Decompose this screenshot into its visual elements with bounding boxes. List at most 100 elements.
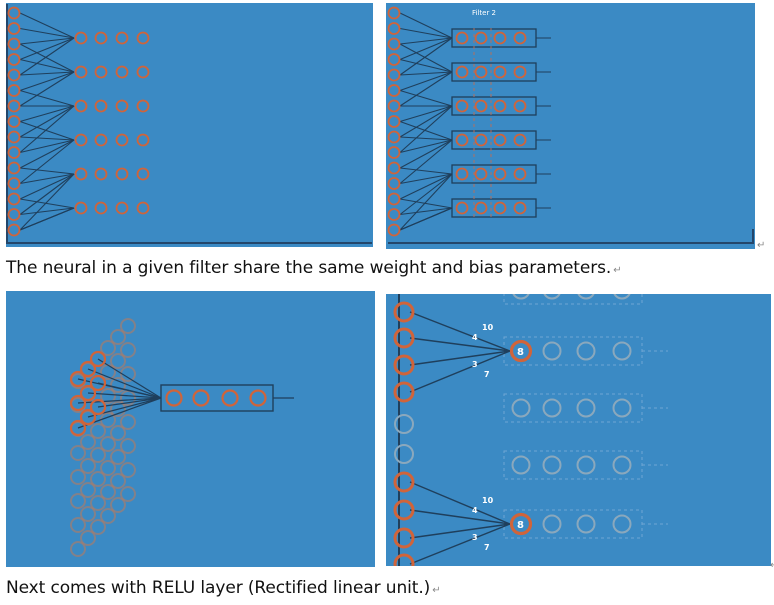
output-neuron	[576, 341, 596, 361]
connection-line	[399, 173, 453, 185]
weight-label: 4	[472, 333, 478, 342]
paragraph-mark: ↵	[757, 240, 766, 251]
faint-neuron	[110, 497, 126, 513]
faint-neuron	[70, 469, 86, 485]
hidden-neuron	[513, 65, 527, 79]
result-label: 8	[517, 347, 524, 358]
hidden-neuron	[136, 65, 150, 79]
caption-relu: Next comes with RELU layer (Rectified li…	[6, 578, 441, 598]
faint-neuron	[90, 423, 106, 439]
active-neuron	[79, 408, 97, 426]
connection-line	[399, 120, 453, 141]
connection-line	[19, 37, 75, 61]
connection-line	[87, 368, 162, 399]
faint-neuron	[90, 495, 106, 511]
input-neuron	[7, 53, 21, 66]
faint-neuron	[120, 342, 136, 358]
connection-line	[19, 136, 75, 141]
connection-line	[19, 173, 75, 185]
output-neuron	[612, 398, 632, 418]
input-neuron	[7, 146, 21, 159]
connection-line	[399, 167, 453, 175]
active-neuron	[89, 350, 107, 368]
active-neuron	[89, 374, 107, 392]
faint-neuron	[80, 458, 96, 474]
weighted-connection	[409, 350, 511, 393]
faint-neuron	[100, 340, 116, 356]
weight-label: 3	[472, 533, 478, 542]
hidden-neuron	[136, 167, 150, 181]
filter-box	[160, 384, 274, 412]
hidden-neuron	[493, 167, 507, 181]
hidden-neuron	[493, 31, 507, 45]
weighted-connection	[409, 481, 511, 525]
connection-line	[19, 173, 75, 215]
connection-line	[19, 89, 75, 107]
connection-line	[399, 173, 453, 215]
filter-box	[503, 393, 643, 423]
input-neuron	[393, 301, 415, 323]
connection-line	[19, 139, 75, 184]
input-neuron	[394, 444, 414, 464]
hidden-neuron	[493, 133, 507, 147]
hidden-neuron	[455, 201, 469, 215]
faint-neuron	[110, 401, 126, 417]
output-neuron	[612, 455, 632, 475]
faint-neuron	[110, 473, 126, 489]
hidden-neuron	[115, 167, 129, 181]
paragraph-mark: ↵	[613, 265, 622, 276]
frame	[388, 229, 754, 244]
result-neuron	[509, 339, 533, 363]
connection-line	[19, 120, 75, 141]
connection-line	[19, 71, 75, 107]
output-neuron	[512, 294, 530, 300]
connection-line	[19, 105, 75, 138]
connection-line	[399, 207, 453, 216]
input-neuron	[7, 161, 21, 175]
connection-line	[399, 71, 453, 107]
active-neuron	[79, 360, 97, 378]
faint-neuron	[90, 471, 106, 487]
input-neuron	[394, 414, 414, 434]
faint-neuron	[110, 425, 126, 441]
connection-line	[19, 27, 75, 39]
hidden-neuron	[74, 167, 88, 181]
connection-line	[19, 173, 75, 200]
input-neuron	[387, 37, 401, 51]
connection-line	[19, 43, 75, 73]
network-diagram: Filter 2	[387, 6, 754, 244]
connection-line	[399, 207, 453, 231]
connection-line	[97, 397, 162, 408]
hidden-neuron	[474, 167, 488, 181]
input-neuron	[387, 192, 401, 206]
faint-neuron	[80, 434, 96, 450]
hidden-neuron	[474, 99, 488, 113]
faint-neuron	[120, 318, 136, 334]
hidden-neuron	[94, 167, 108, 181]
hidden-neuron	[455, 65, 469, 79]
hidden-neuron	[249, 389, 267, 407]
connection-line	[19, 105, 75, 153]
weighted-connection	[409, 337, 511, 352]
hidden-neuron	[94, 31, 108, 45]
faint-neuron	[100, 460, 116, 476]
input-neuron	[7, 84, 21, 97]
paragraph-mark: ↵	[770, 560, 774, 571]
connection-line	[399, 198, 453, 209]
paragraph-mark: ↵	[432, 585, 441, 596]
input-neuron	[387, 161, 401, 175]
faint-neuron	[110, 377, 126, 393]
input-neuron	[387, 68, 401, 82]
caption-shared-weights: The neural in a given filter share the s…	[6, 258, 622, 278]
output-neuron	[542, 341, 562, 361]
caption-text: Next comes with RELU layer (Rectified li…	[6, 578, 431, 598]
caption-text: The neural in a given filter share the s…	[6, 258, 612, 278]
output-neuron	[511, 398, 531, 418]
faint-neuron	[70, 445, 86, 461]
output-neuron	[542, 455, 562, 475]
input-neuron	[7, 115, 21, 128]
hidden-neuron	[455, 99, 469, 113]
input-neuron	[393, 354, 415, 376]
hidden-neuron	[513, 167, 527, 181]
input-neuron	[7, 37, 21, 51]
